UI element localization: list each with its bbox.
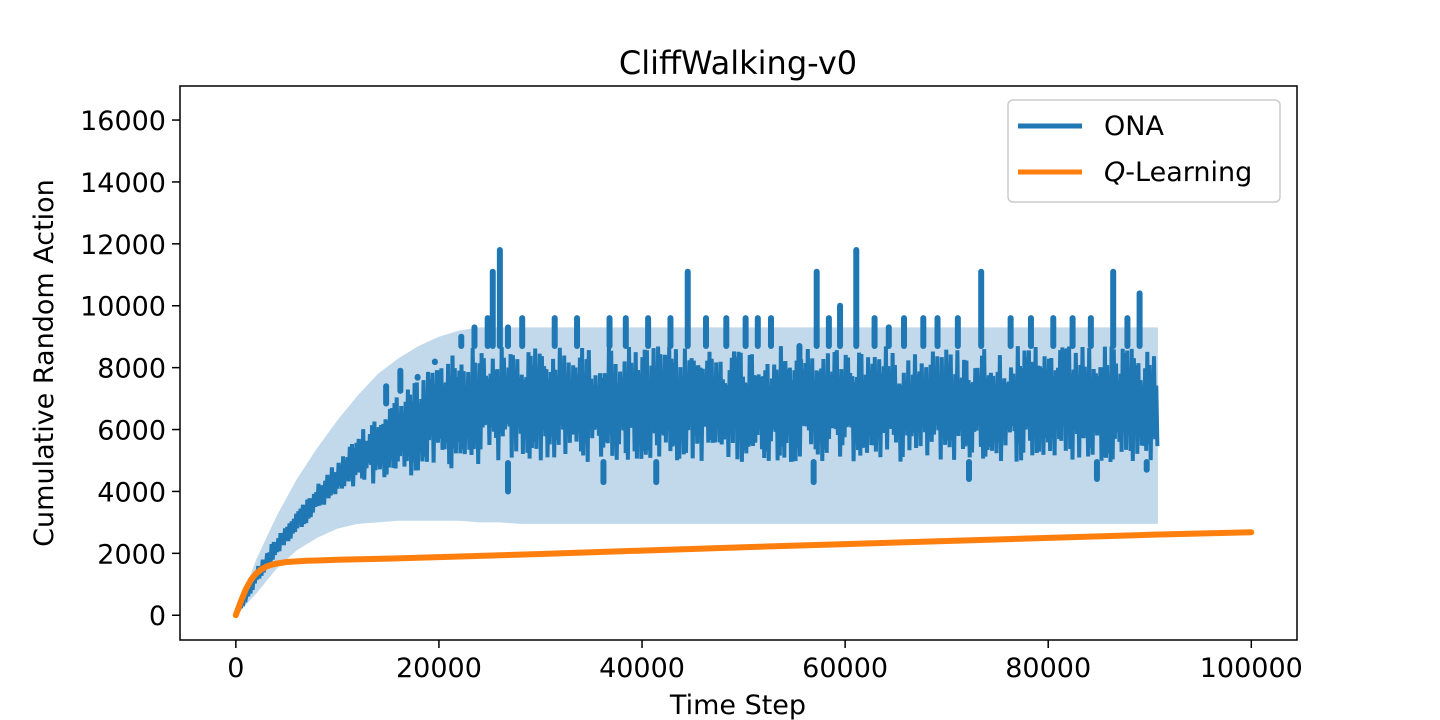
y-tick-label: 2000 xyxy=(97,539,166,570)
x-tick-label: 0 xyxy=(227,653,244,684)
x-tick-label: 80000 xyxy=(1005,653,1091,684)
legend-label-q-learning-prefix: Q xyxy=(1104,157,1125,188)
y-axis-label: Cumulative Random Action xyxy=(29,179,60,547)
y-tick-label: 16000 xyxy=(80,106,166,137)
y-tick-label: 14000 xyxy=(80,168,166,199)
chart-title: CliffWalking-v0 xyxy=(619,44,857,82)
legend-label-q-learning: Q-Learning xyxy=(1104,157,1252,188)
plot-area xyxy=(232,247,1255,619)
legend: ONA Q-Learning xyxy=(1007,99,1281,203)
ona-line xyxy=(234,346,1160,617)
y-tick-label: 4000 xyxy=(97,477,166,508)
x-tick-label: 20000 xyxy=(396,653,482,684)
legend-label-ona: ONA xyxy=(1104,111,1164,142)
y-tick-label: 10000 xyxy=(80,292,166,323)
y-tick-label: 8000 xyxy=(97,354,166,385)
legend-label-q-learning-suffix: -Learning xyxy=(1125,157,1252,188)
x-axis: 0 20000 40000 60000 80000 100000 xyxy=(227,640,1303,684)
y-tick-label: 12000 xyxy=(80,230,166,261)
axes-frame xyxy=(179,85,1298,641)
x-tick-label: 60000 xyxy=(802,653,888,684)
y-tick-label: 6000 xyxy=(97,416,166,447)
y-tick-label: 0 xyxy=(149,601,166,632)
x-axis-label: Time Step xyxy=(669,690,806,720)
y-axis: 0 2000 4000 6000 8000 10000 12000 14000 16000 xyxy=(80,106,180,632)
x-tick-label: 100000 xyxy=(1200,653,1303,684)
x-tick-label: 40000 xyxy=(599,653,685,684)
q-learning-line xyxy=(232,529,1255,619)
